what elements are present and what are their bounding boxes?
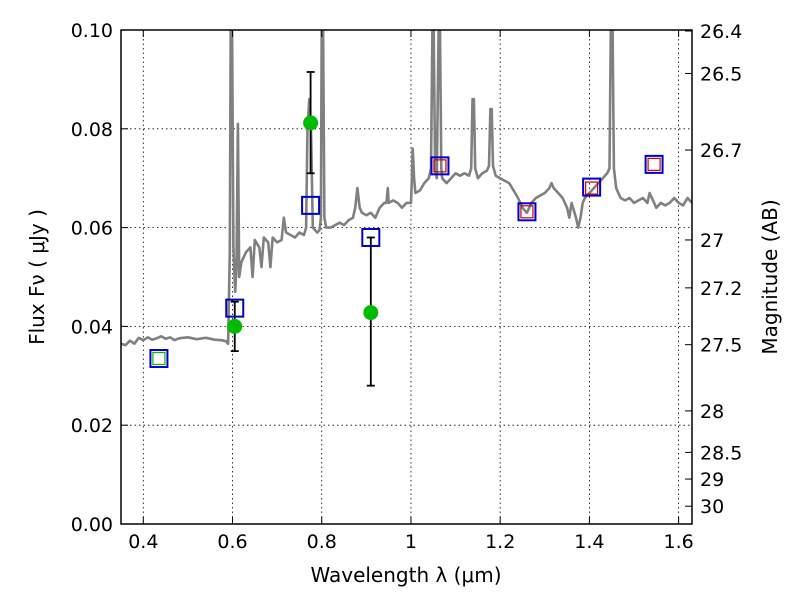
- x-axis-title: Wavelength λ (μm): [310, 563, 501, 587]
- right-tick-label: 26.4: [700, 21, 742, 43]
- right-tick-label: 27.2: [700, 278, 742, 300]
- y-tick-label: 0.10: [71, 20, 113, 42]
- y-tick-label: 0.08: [71, 119, 113, 141]
- measured-square-marker: [520, 205, 534, 219]
- model-square-marker: [301, 195, 321, 215]
- model-square-marker: [430, 156, 450, 176]
- markers-layer: [149, 71, 664, 387]
- axis-ticks: 0.4 0.6 0.8 1 1.2 1.4 1.6 0.00 0.02 0.04 0.06 0.08 0…: [71, 20, 743, 553]
- right-tick-label: 28: [700, 401, 724, 423]
- right-tick-label: 29: [700, 469, 724, 491]
- right-tick-label: 27: [700, 230, 724, 252]
- right-tick-label: 28.5: [700, 442, 742, 464]
- plot-frame: [120, 29, 693, 525]
- y-tick-label: 0.02: [71, 415, 113, 437]
- right-tick-label: 26.7: [700, 140, 742, 162]
- x-tick-label: 0.4: [128, 531, 158, 553]
- right-tick-label: 30: [700, 496, 724, 518]
- observed-point-marker: [363, 305, 379, 321]
- x-tick-label: 1.2: [485, 531, 515, 553]
- model-square-marker: [517, 202, 537, 222]
- measured-square-marker: [647, 157, 661, 171]
- measured-square-marker: [152, 351, 166, 366]
- model-square-marker: [225, 298, 245, 318]
- model-square-marker: [361, 227, 381, 247]
- measured-square-marker: [433, 159, 447, 173]
- observed-point-marker: [227, 318, 243, 334]
- x-tick-label: 0.6: [217, 531, 247, 553]
- right-axis-title: Magnitude (AB): [758, 199, 782, 354]
- y-tick-label: 0.04: [71, 316, 113, 338]
- right-tick-label: 26.5: [700, 63, 742, 85]
- y-tick-label: 0.06: [71, 218, 113, 240]
- x-tick-label: 1.6: [664, 531, 694, 553]
- model-square-marker: [582, 177, 602, 197]
- observed-point-marker: [303, 115, 319, 131]
- model-square-marker: [644, 154, 664, 174]
- measured-square-marker: [585, 181, 599, 195]
- model-square-marker: [149, 349, 169, 369]
- y-axis-title: Flux Fν ( μJy ): [25, 209, 49, 345]
- y-tick-label: 0.00: [71, 514, 113, 536]
- x-tick-label: 1: [405, 531, 417, 553]
- x-tick-label: 1.4: [574, 531, 604, 553]
- right-tick-label: 27.5: [700, 335, 742, 357]
- x-tick-label: 0.8: [307, 531, 337, 553]
